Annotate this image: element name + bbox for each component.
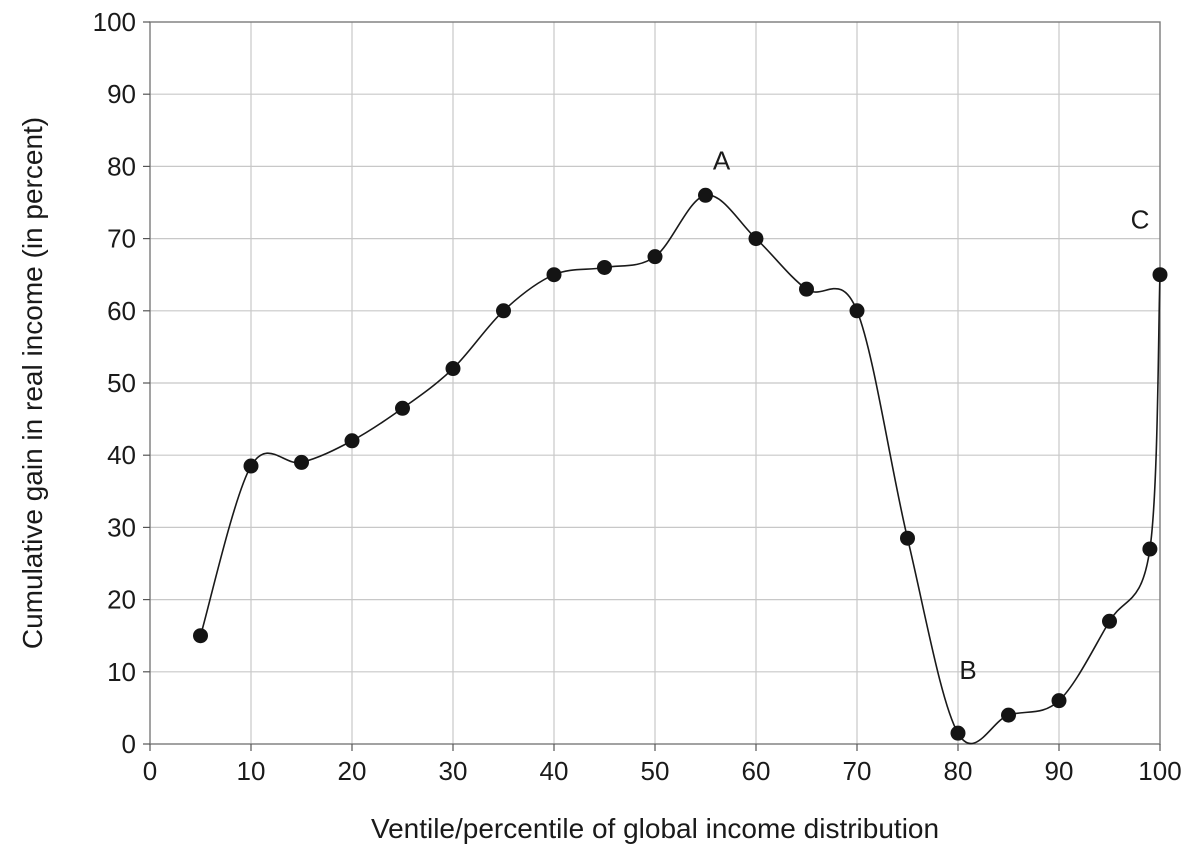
data-point (748, 231, 764, 247)
data-point (647, 249, 663, 265)
y-axis-title: Cumulative gain in real income (in perce… (17, 117, 48, 649)
data-point (597, 259, 612, 275)
data-point (698, 187, 713, 203)
data-point (799, 281, 814, 297)
y-tick-label: 70 (107, 224, 136, 254)
data-point (1152, 267, 1168, 283)
data-point (950, 725, 966, 741)
annotation-label: C (1131, 205, 1150, 235)
data-point (900, 530, 915, 546)
x-tick-label: 100 (1138, 756, 1181, 786)
y-tick-label: 0 (122, 729, 136, 759)
y-tick-label: 10 (107, 657, 136, 687)
data-point (546, 267, 562, 283)
y-tick-label: 30 (107, 512, 136, 542)
annotations: A B C (713, 145, 1150, 685)
y-tick-label: 80 (107, 151, 136, 181)
data-point (1102, 613, 1117, 629)
x-axis-title: Ventile/percentile of global income dist… (371, 813, 939, 844)
y-tick-label: 90 (107, 79, 136, 109)
y-tick-label: 50 (107, 368, 136, 398)
y-tick-label: 60 (107, 296, 136, 326)
data-point (1142, 541, 1158, 557)
y-tick-label: 100 (93, 7, 136, 37)
data-point (193, 628, 208, 644)
data-point (1001, 707, 1016, 723)
data-point (1051, 693, 1067, 709)
x-tick-label: 30 (439, 756, 468, 786)
x-axis-ticks: 0 10 20 30 40 50 60 70 80 90 100 (143, 744, 1182, 786)
data-point (496, 303, 511, 319)
x-tick-label: 50 (641, 756, 670, 786)
y-axis-ticks: 0 10 20 30 40 50 60 70 80 90 100 (93, 7, 150, 759)
data-point (294, 454, 309, 470)
data-points (193, 187, 1168, 741)
data-point (445, 361, 461, 377)
x-tick-label: 70 (843, 756, 872, 786)
x-tick-label: 90 (1045, 756, 1074, 786)
y-tick-label: 40 (107, 440, 136, 470)
x-tick-label: 80 (944, 756, 973, 786)
annotation-label: A (713, 145, 731, 175)
x-tick-label: 20 (338, 756, 367, 786)
x-tick-label: 60 (742, 756, 771, 786)
x-tick-label: 0 (143, 756, 157, 786)
data-point (344, 433, 360, 449)
gridlines (150, 22, 1160, 744)
data-point (849, 303, 865, 319)
annotation-label: B (959, 655, 976, 685)
data-point (395, 400, 410, 416)
y-tick-label: 20 (107, 585, 136, 615)
x-tick-label: 10 (237, 756, 266, 786)
series-line (199, 194, 1161, 745)
x-tick-label: 40 (540, 756, 569, 786)
data-point (243, 458, 259, 474)
